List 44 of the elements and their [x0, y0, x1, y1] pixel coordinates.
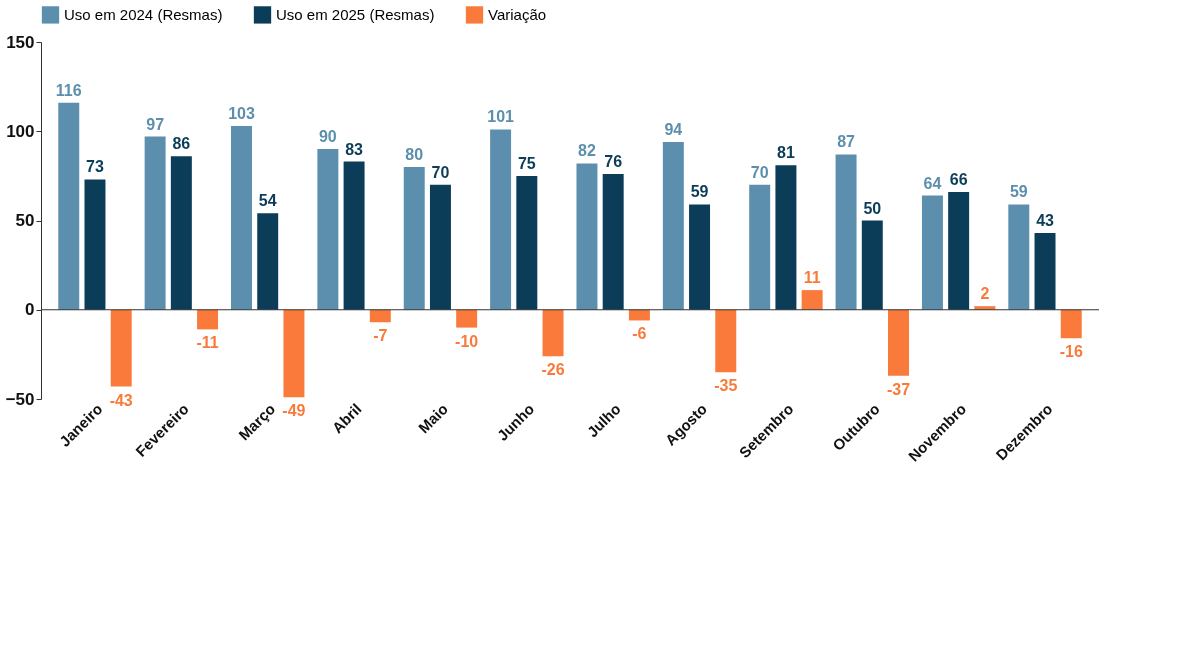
data-label: 75 [517, 154, 536, 172]
data-label: 64 [923, 174, 942, 192]
legend-label: Uso em 2024 (Resmas) [64, 5, 223, 23]
data-label: 116 [55, 81, 82, 99]
data-label: -16 [1059, 343, 1083, 361]
y-tick-label: 50 [15, 211, 35, 230]
data-label: 101 [487, 108, 515, 126]
data-label: 76 [604, 153, 623, 171]
legend-label: Uso em 2025 (Resmas) [276, 5, 435, 23]
data-label: -7 [373, 327, 388, 345]
data-label: 94 [664, 120, 683, 138]
data-label: 54 [258, 192, 277, 210]
data-label: 59 [690, 183, 709, 201]
data-label: 81 [777, 144, 795, 162]
data-label: -43 [109, 391, 133, 409]
data-label: 80 [405, 145, 424, 163]
data-label: 70 [431, 163, 450, 181]
data-label: -6 [632, 325, 647, 343]
data-label: -11 [196, 334, 219, 352]
data-label: 87 [837, 133, 856, 151]
data-label: -10 [455, 332, 479, 350]
data-label: 11 [803, 269, 821, 287]
data-label: 73 [86, 158, 104, 176]
data-label: 97 [146, 115, 165, 133]
data-label: 82 [578, 142, 596, 160]
data-label: 83 [345, 140, 364, 158]
data-label: 90 [318, 128, 337, 146]
y-tick-label: 150 [6, 32, 35, 52]
data-label: 66 [949, 170, 968, 188]
data-label: 43 [1036, 211, 1055, 229]
data-label: 59 [1009, 183, 1028, 201]
y-tick-label: 100 [6, 121, 35, 141]
data-label: -49 [282, 402, 306, 420]
y-tick-label: 0 [25, 300, 35, 320]
data-label: -37 [886, 380, 911, 398]
data-label: 86 [172, 135, 191, 153]
data-label: 50 [863, 199, 882, 217]
y-tick-label: −50 [5, 389, 35, 409]
data-label: 2 [980, 285, 990, 303]
data-label: 103 [228, 104, 255, 122]
data-label: -35 [714, 377, 738, 395]
data-label: 70 [750, 163, 769, 181]
data-label: -26 [541, 361, 565, 379]
legend-label: Variação [488, 5, 547, 23]
